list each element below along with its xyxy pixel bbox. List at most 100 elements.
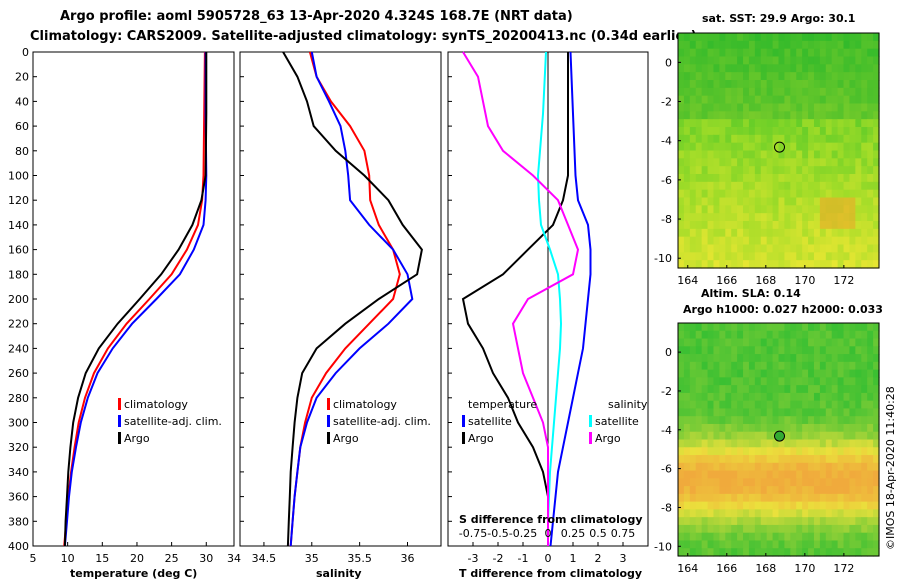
map-cell — [855, 548, 862, 557]
map-cell — [707, 532, 715, 542]
map-cell — [748, 103, 756, 112]
map-cell — [825, 346, 833, 355]
map-cell — [725, 221, 732, 230]
sla-map-panel: Altim. SLA: 0.14 Argo h1000: 0.027 h2000… — [654, 287, 883, 575]
map-cell — [813, 244, 821, 253]
map-cell — [772, 501, 780, 510]
map-cell — [772, 119, 780, 128]
map-cell — [719, 385, 726, 394]
map-cell — [843, 158, 851, 167]
map-cell — [725, 236, 732, 246]
map-cell — [778, 377, 786, 386]
map-cell — [737, 346, 744, 355]
map-cell — [766, 392, 774, 402]
map-cell — [867, 205, 874, 214]
map-cell — [802, 174, 809, 183]
map-cell — [743, 400, 750, 410]
map-cell — [843, 150, 851, 159]
map-cell — [831, 95, 839, 105]
map-cell — [731, 478, 738, 487]
map-cell — [837, 431, 845, 441]
map-cell — [825, 252, 833, 261]
header-line-1: Argo profile: aoml 5905728_63 13-Apr-202… — [60, 9, 573, 24]
map-cell — [683, 369, 691, 378]
map-cell — [713, 40, 720, 50]
map-cell — [737, 244, 744, 253]
map-cell — [790, 72, 797, 81]
map-cell — [831, 431, 839, 441]
map-cell — [825, 323, 833, 332]
map-cell — [683, 119, 691, 128]
salinity-x-label: salinity — [316, 567, 362, 580]
latitude-tick-label: -6 — [661, 174, 672, 187]
map-cell — [855, 517, 862, 526]
map-cell — [707, 244, 715, 253]
map-cell — [867, 166, 874, 175]
map-cell — [802, 64, 809, 73]
map-cell — [825, 127, 833, 136]
map-cell — [754, 509, 762, 518]
map-cell — [683, 416, 691, 425]
map-cell — [707, 361, 715, 371]
map-cell — [754, 166, 762, 175]
map-cell — [849, 423, 856, 433]
map-cell — [796, 228, 803, 238]
map-cell — [725, 486, 732, 495]
map-cell — [825, 338, 833, 347]
map-cell — [701, 377, 709, 386]
map-cell — [843, 213, 851, 222]
map-cell — [831, 392, 839, 402]
map-cell — [743, 142, 750, 152]
map-cell — [748, 150, 756, 159]
map-cell — [743, 158, 750, 167]
map-cell — [873, 330, 880, 340]
map-cell — [784, 338, 791, 347]
map-cell — [867, 385, 874, 394]
map-cell — [855, 174, 862, 183]
map-cell — [849, 548, 856, 557]
map-cell — [796, 48, 803, 58]
map-cell — [719, 354, 726, 363]
map-cell — [678, 134, 685, 144]
map-cell — [725, 80, 732, 89]
map-cell — [813, 532, 821, 542]
longitude-tick-label: 166 — [716, 562, 737, 575]
series-line-salinity-satellite — [536, 51, 563, 546]
map-cell — [825, 189, 833, 199]
map-cell — [784, 540, 791, 549]
map-cell — [772, 142, 780, 152]
map-cell — [695, 260, 703, 269]
map-cell — [808, 103, 815, 112]
map-cell — [790, 189, 797, 199]
map-cell — [678, 103, 685, 112]
map-cell — [808, 127, 815, 136]
map-cell — [867, 72, 874, 81]
series-line-temperature-argo — [461, 52, 569, 546]
map-cell — [678, 478, 685, 487]
map-cell — [760, 423, 768, 433]
map-cell — [790, 260, 797, 269]
map-cell — [737, 369, 744, 378]
map-cell — [802, 392, 809, 402]
map-cell — [748, 346, 756, 355]
map-cell — [754, 361, 762, 371]
map-cell — [748, 197, 756, 206]
map-cell — [713, 166, 720, 175]
map-cell — [748, 166, 756, 175]
map-cell — [819, 400, 827, 410]
map-cell — [808, 455, 815, 464]
map-cell — [867, 150, 874, 159]
map-cell — [743, 392, 750, 402]
map-cell — [837, 205, 845, 214]
map-cell — [713, 189, 720, 199]
depth-tick-label: 220 — [8, 318, 29, 331]
sst-map-frame — [677, 32, 880, 269]
map-cell — [743, 189, 750, 199]
map-cell — [760, 439, 768, 448]
map-cell — [707, 189, 715, 199]
map-cell — [719, 346, 726, 355]
map-cell — [867, 501, 874, 510]
map-cell — [813, 439, 821, 448]
depth-tick-label: 280 — [8, 392, 29, 405]
map-cell — [819, 197, 827, 206]
